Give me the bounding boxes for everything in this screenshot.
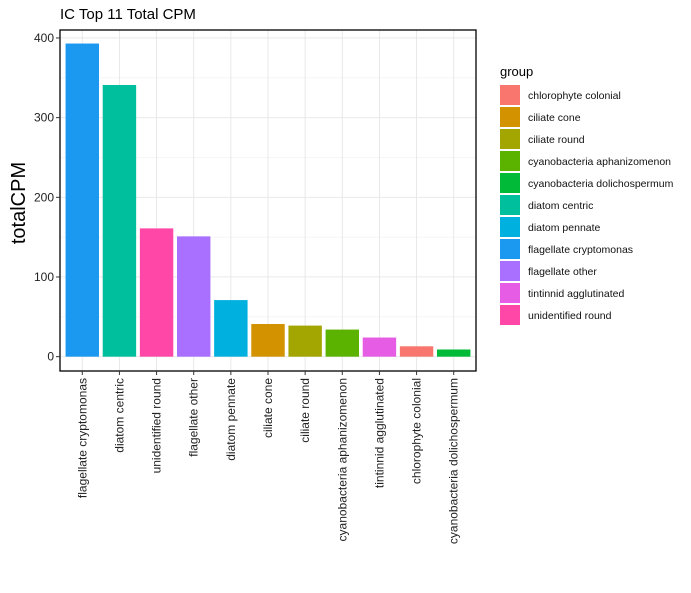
legend-label: ciliate cone — [528, 112, 581, 124]
x-tick-label: diatom pennate — [224, 378, 238, 461]
legend-title: group — [500, 64, 533, 79]
y-tick-label: 400 — [34, 31, 54, 45]
legend: group chlorophyte colonial ciliate cone ci… — [500, 64, 674, 325]
legend-label: unidentified round — [528, 310, 612, 322]
legend-key — [500, 129, 520, 149]
legend-label: diatom centric — [528, 200, 593, 212]
bar — [325, 329, 359, 357]
bar — [102, 84, 137, 357]
bar — [251, 323, 285, 357]
y-tick-label: 100 — [34, 270, 54, 284]
legend-key — [500, 261, 520, 281]
x-tick-label: unidentified round — [150, 378, 164, 473]
x-tick-label: cyanobacteria dolichospermum — [447, 378, 461, 544]
x-tick-label: diatom centric — [112, 378, 126, 453]
x-tick-label: ciliate round — [298, 378, 312, 443]
legend-key — [500, 195, 520, 215]
y-axis-label: totalCPM — [8, 162, 30, 244]
x-tick-label: chlorophyte colonial — [410, 378, 424, 484]
legend-label: cyanobacteria aphanizomenon — [528, 156, 671, 168]
bar — [437, 349, 471, 357]
x-axis: flagellate cryptomonas diatom centric unid… — [75, 371, 461, 544]
legend-label: flagellate other — [528, 266, 597, 278]
legend-key — [500, 305, 520, 325]
legend-label: flagellate cryptomonas — [528, 244, 633, 256]
legend-key — [500, 217, 520, 237]
y-axis: 0 100 200 300 400 — [34, 31, 60, 364]
legend-label: tintinnid agglutinated — [528, 288, 624, 300]
x-tick-label: flagellate cryptomonas — [75, 378, 89, 498]
bars — [65, 43, 471, 357]
bar — [288, 325, 322, 357]
y-tick-label: 300 — [34, 111, 54, 125]
bar — [399, 346, 434, 357]
bar — [65, 43, 99, 357]
x-tick-label: ciliate cone — [261, 378, 275, 438]
y-tick-label: 0 — [47, 350, 54, 364]
x-tick-label: flagellate other — [187, 378, 201, 457]
legend-key — [500, 173, 520, 193]
bar — [362, 337, 397, 357]
legend-label: chlorophyte colonial — [528, 90, 621, 102]
legend-label: cyanobacteria dolichospermum — [528, 178, 674, 190]
legend-label: ciliate round — [528, 134, 585, 146]
bar — [177, 236, 211, 357]
bar — [214, 300, 248, 357]
x-tick-label: tintinnid agglutinated — [372, 378, 386, 488]
legend-key — [500, 283, 520, 303]
legend-key — [500, 85, 520, 105]
y-tick-label: 200 — [34, 190, 54, 204]
x-tick-label: cyanobacteria aphanizomenon — [335, 378, 349, 541]
legend-key — [500, 239, 520, 259]
legend-key — [500, 151, 520, 171]
bar — [139, 228, 174, 357]
legend-key — [500, 107, 520, 127]
legend-label: diatom pennate — [528, 222, 601, 234]
chart-title: IC Top 11 Total CPM — [60, 6, 196, 23]
